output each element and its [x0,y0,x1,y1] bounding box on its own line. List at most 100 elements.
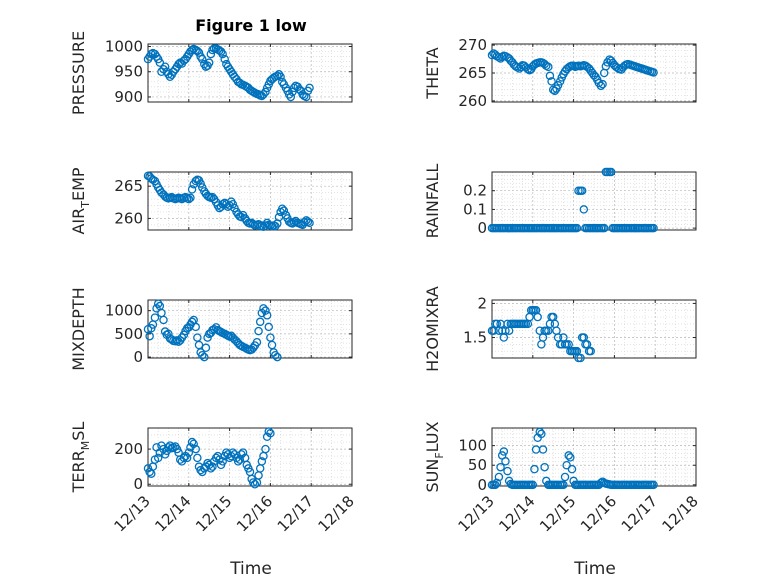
data-point [187,437,197,447]
y-axis-label: AIRTEMP [69,167,92,234]
axes-box [491,171,697,231]
data-point [184,448,194,457]
data-point [259,90,268,99]
x-axis-label-right: Time [573,559,616,579]
data-point [267,340,277,350]
data-point [276,72,285,82]
data-point [494,472,504,482]
data-point [271,221,280,231]
y-axis-label-part: SUN [423,459,442,493]
data-point [147,49,156,59]
y-axis-label: MIXDEPTH [69,287,88,370]
data-point [576,353,585,363]
x-tick-label: 12/16 [233,492,276,535]
axes-rainfall: 00.10.2 RAINFALL [423,164,697,239]
x-tick-label: 12/18 [315,492,358,535]
data-point [537,429,546,439]
y-axis-label: H2OMIXRA [423,286,442,372]
x-tick-label: 12/17 [618,492,661,535]
data-point [153,453,163,463]
data-point [153,299,163,308]
y-axis-label-part: AIR [69,208,88,235]
data-point [567,464,577,474]
data-point [186,193,195,203]
data-point [250,479,260,489]
data-point [254,326,263,336]
data-point [206,464,216,473]
x-tick-label: 12/15 [192,492,235,535]
y-axis-label: SUNFLUX [423,421,446,492]
x-tick-label: 12/16 [577,492,620,535]
y-axis-label: PRESSURE [69,31,88,115]
data-point [305,83,314,93]
y-tick-label: 270 [458,36,487,54]
y-tick-label: 0 [133,475,143,493]
y-axis-label: RAINFALL [423,164,442,239]
y-tick-label: 0 [477,219,487,237]
data-point [261,87,270,97]
data-point [147,469,156,478]
y-axis-label-subscript: M [79,441,92,451]
data-point [264,322,274,332]
data-point [566,453,575,462]
data-point [547,77,556,86]
data-point [560,472,570,482]
figure-title: Figure 1 low [195,16,307,35]
data-point [302,92,311,102]
y-tick-label: 260 [114,209,143,227]
data-point [289,83,299,93]
data-point [228,199,238,209]
data-point [562,460,571,470]
y-tick-label: 265 [114,177,143,195]
y-tick-label: 0 [477,476,487,494]
data-point [198,54,207,64]
data-point [525,312,534,322]
data-point [300,218,309,227]
y-axis-label-part: SL [69,422,88,441]
data-point [193,453,202,463]
data-point [198,350,207,360]
data-point [586,346,595,356]
data-point [179,453,189,463]
data-point [204,58,214,67]
y-axis-label: THETA [423,47,442,99]
data-point [261,306,270,315]
x-tick-label: 12/15 [536,492,579,535]
data-point [535,326,544,335]
y-axis-label-part: LUX [423,421,442,452]
y-axis-label: TERRMSL [69,422,92,494]
data-point [555,77,565,86]
data-point [160,62,170,71]
y-tick-label: 950 [114,63,143,81]
y-axis-label-subscript: T [79,201,92,209]
data-point [184,194,194,204]
y-tick-label: 2 [477,294,487,312]
data-point [579,205,589,214]
data-point [491,480,500,490]
axes-box [147,171,353,231]
data-point [209,324,219,334]
data-point [599,223,609,233]
axes-mixdepth: 0 500 1000 MIXDEPTH [69,287,353,371]
data-point [159,315,168,325]
axes-box [147,43,353,103]
y-tick-label: 0.1 [463,200,487,218]
data-point [501,457,510,466]
data-point [182,453,192,463]
data-point [601,62,611,71]
data-point [257,457,267,466]
data-point [572,223,582,233]
data-point [577,186,587,195]
data-point [540,462,549,472]
y-axis-label-part: TERR [69,450,88,493]
y-tick-label: 0.2 [463,182,487,200]
data-point [191,176,200,186]
axes-box [147,427,353,487]
y-tick-label: 1.5 [463,329,487,347]
y-tick-label: 100 [458,437,487,455]
data-point [496,462,505,472]
axes-box [491,299,697,359]
data-point [273,352,282,362]
data-point [196,179,205,188]
